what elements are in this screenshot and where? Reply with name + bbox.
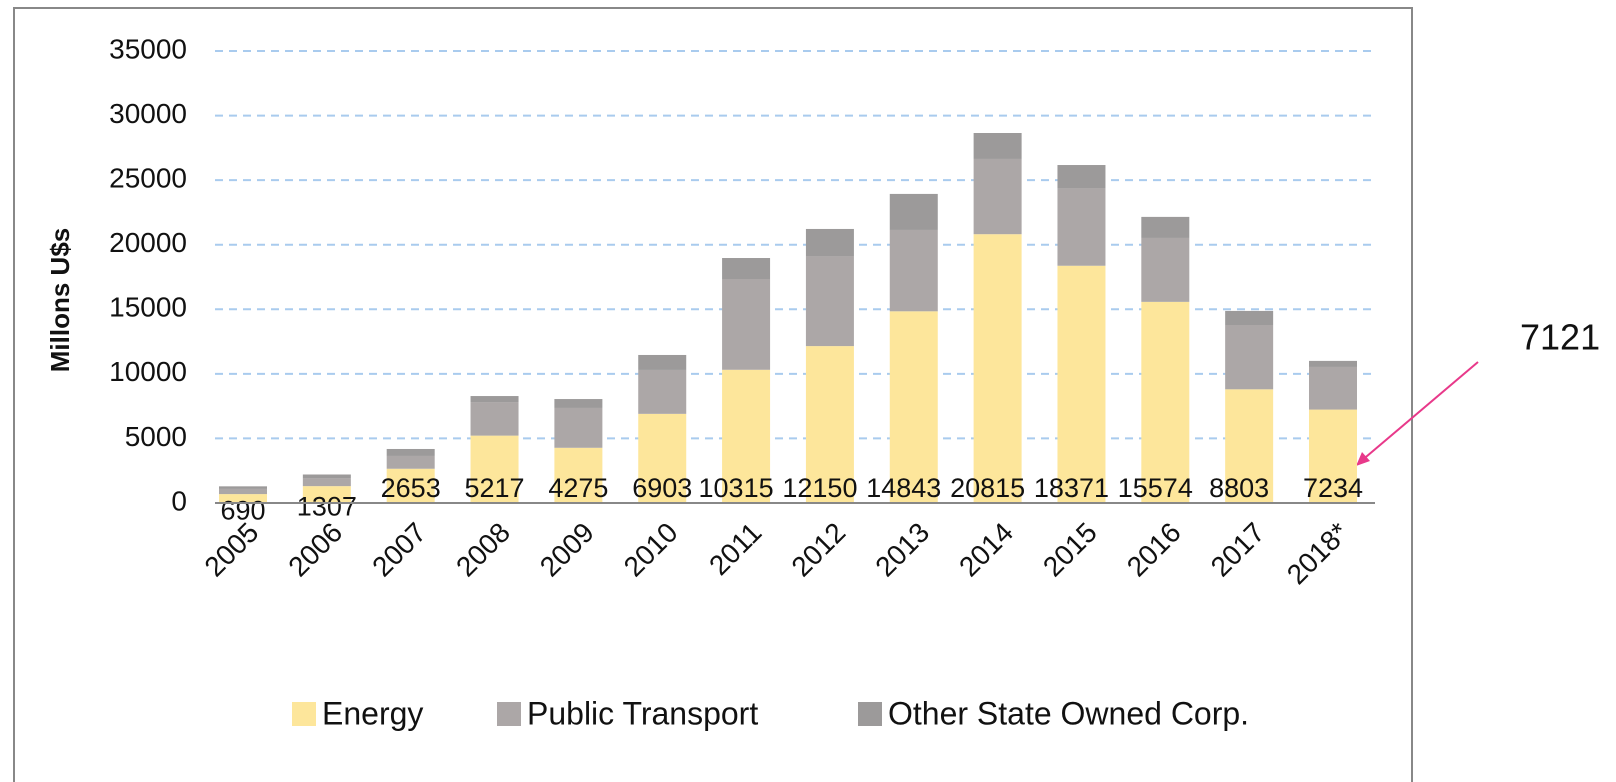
y-tick-label: 30000: [109, 98, 187, 129]
bar-segment: [554, 399, 603, 408]
bar-segment: [805, 256, 854, 347]
legend-label: Other State Owned Corp.: [888, 695, 1249, 731]
bar-segment: [805, 346, 854, 503]
bar-segment: [1309, 360, 1357, 367]
chart-frame: [13, 7, 1413, 782]
data-label: 8803: [1209, 473, 1269, 503]
x-tick-label: 2009: [534, 517, 600, 583]
bar-segment: [1225, 325, 1274, 390]
x-tick-label: 2011: [703, 517, 768, 582]
x-tick-label: 2018*: [1281, 516, 1355, 590]
bar-segment: [386, 448, 435, 456]
bar-segment: [470, 435, 519, 503]
x-tick-label: 2015: [1037, 517, 1103, 583]
x-tick-label: 2008: [450, 517, 516, 583]
data-label: 4275: [548, 473, 608, 503]
data-label: 5217: [464, 473, 524, 503]
y-tick-label: 10000: [109, 356, 187, 387]
bar-segment: [889, 193, 938, 230]
bar-segment: [1309, 409, 1357, 503]
annotation: 7121: [1520, 317, 1600, 358]
y-tick-label: 20000: [109, 227, 187, 258]
bar-segment: [1057, 188, 1106, 266]
x-tick-label: 2017: [1205, 517, 1271, 583]
y-tick-label: 0: [171, 485, 187, 516]
y-tick-label: 35000: [109, 33, 187, 64]
legend-swatch: [292, 702, 316, 726]
bar-segment: [386, 468, 435, 503]
bar-segment: [1225, 310, 1274, 326]
legend-swatch: [497, 702, 521, 726]
bar-segment: [889, 229, 938, 312]
x-tick-label: 2006: [282, 517, 348, 583]
bar-segment: [302, 486, 351, 503]
data-label: 15574: [1118, 473, 1193, 503]
bar-segment: [638, 369, 687, 414]
bar-segment: [638, 413, 687, 503]
data-label: 7234: [1303, 473, 1363, 503]
data-label: 6903: [632, 473, 692, 503]
bar-segment: [722, 258, 771, 280]
data-label: 1307: [297, 492, 357, 522]
bar-segment: [554, 447, 603, 503]
bar-segment: [1141, 237, 1190, 302]
bar-segment: [470, 396, 519, 403]
legend-label: Energy: [322, 695, 423, 731]
data-label: 12150: [782, 473, 857, 503]
x-tick-label: 2010: [618, 517, 684, 583]
y-tick-label: 15000: [109, 292, 187, 323]
bar-segment: [219, 486, 267, 489]
y-tick-label: 5000: [125, 421, 187, 452]
bar-segment: [470, 402, 519, 436]
y-axis-title: Millons U$s: [45, 228, 75, 372]
x-tick-label: 2016: [1121, 517, 1187, 583]
data-label: 20815: [950, 473, 1025, 503]
x-tick-label: 2012: [785, 517, 851, 583]
data-label: 690: [220, 496, 265, 526]
data-label: 10315: [699, 473, 774, 503]
data-label: 18371: [1034, 473, 1109, 503]
bar-segment: [302, 478, 351, 487]
bar-segment: [638, 354, 687, 370]
bar-segment: [554, 407, 603, 448]
annotation-arrowhead: [1356, 452, 1370, 466]
bar-segment: [1141, 216, 1190, 238]
bar-segment: [973, 133, 1022, 159]
bar-segment: [1141, 301, 1190, 503]
annotation-arrow: [1359, 361, 1479, 463]
bar-segment: [219, 494, 267, 503]
data-label: 2653: [381, 473, 441, 503]
x-tick-label: 2014: [953, 517, 1019, 583]
bar-segment: [805, 228, 854, 257]
bar-segment: [1057, 165, 1106, 189]
data-label: 14843: [866, 473, 941, 503]
bar-segment: [973, 234, 1022, 503]
x-tick-label: 2007: [366, 517, 432, 583]
bar-segment: [722, 369, 771, 503]
bar-segment: [302, 474, 351, 479]
x-tick-label: 2013: [869, 517, 935, 583]
bar-segment: [386, 455, 435, 469]
bar-segment: [973, 158, 1022, 235]
y-tick-label: 25000: [109, 163, 187, 194]
bar-segment: [889, 311, 938, 503]
bar-segment: [1057, 265, 1106, 503]
bar-segment: [219, 488, 267, 495]
x-tick-label: 2005: [198, 517, 264, 583]
legend-label: Public Transport: [527, 695, 758, 731]
bar-segment: [1225, 389, 1274, 503]
legend-swatch: [858, 702, 882, 726]
bar-segment: [722, 279, 771, 370]
bar-segment: [1309, 366, 1357, 410]
